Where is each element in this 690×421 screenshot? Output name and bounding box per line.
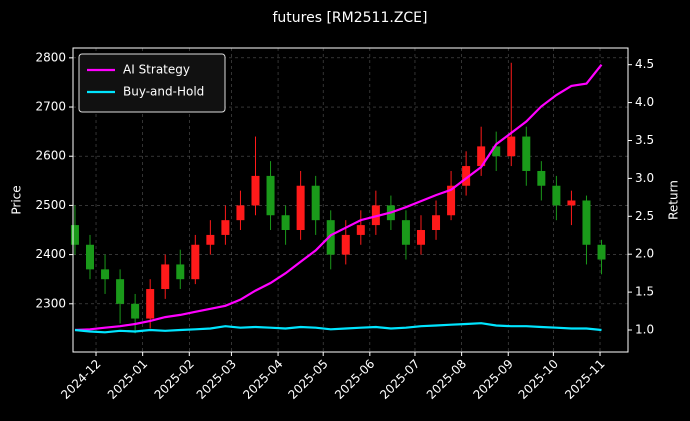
candle-body (281, 215, 290, 231)
y-tick-label: 2600 (35, 149, 66, 163)
candle-body (86, 244, 95, 270)
candle-body (101, 269, 110, 280)
y2-tick-label: 4.5 (635, 57, 654, 71)
candle-body (462, 166, 471, 186)
y2-tick-label: 1.5 (635, 285, 654, 299)
y-tick-label: 2300 (35, 296, 66, 310)
candle-body (296, 185, 305, 231)
y2-tick-label: 2.5 (635, 209, 654, 223)
y-axis-label: Price (10, 185, 24, 214)
y-tick-label: 2800 (35, 50, 66, 64)
y2-axis-label: Return (667, 180, 681, 220)
candle-body (161, 264, 170, 290)
return-line (74, 322, 602, 334)
candle-body (522, 136, 531, 171)
candle-body (597, 244, 606, 260)
candle-body (582, 200, 591, 245)
candle-body (311, 185, 320, 221)
legend-label: Buy-and-Hold (123, 85, 204, 99)
y2-tick-label: 1.0 (635, 323, 654, 337)
candle-body (176, 264, 185, 280)
candle-body (251, 175, 260, 206)
candle-body (537, 170, 546, 186)
candle-body (477, 146, 486, 167)
legend-label: AI Strategy (123, 63, 190, 77)
legend-box (78, 53, 226, 113)
candle-body (131, 303, 140, 319)
candle-body (266, 175, 275, 216)
y2-tick-label: 3.5 (635, 133, 654, 147)
plot-frame (72, 47, 629, 353)
y-tick-label: 2400 (35, 247, 66, 261)
candle-body (492, 146, 501, 157)
candle-body (191, 244, 200, 280)
return-line (74, 64, 603, 332)
candle-body (552, 185, 561, 206)
candle-body (356, 225, 365, 235)
candle-body (236, 205, 245, 221)
candle-body (326, 220, 335, 255)
candle-body (146, 289, 155, 319)
candle-body (416, 230, 425, 245)
candle-body (447, 185, 456, 216)
candle-body (341, 234, 350, 255)
y-tick-label: 2700 (35, 100, 66, 114)
y-tick-label: 2500 (35, 198, 66, 212)
candle-body (70, 225, 79, 245)
candle-body (206, 234, 215, 245)
legend: AI Strategy Buy-and-Hold (78, 53, 226, 113)
y2-tick-label: 2.0 (635, 247, 654, 261)
candle-body (116, 279, 125, 304)
candle-body (432, 215, 441, 231)
candle-body (221, 220, 230, 235)
y2-tick-label: 3.0 (635, 171, 654, 185)
chart-title: futures [RM2511.ZCE] (273, 10, 428, 26)
candle-body (401, 220, 410, 245)
candle-body (567, 200, 576, 206)
y2-tick-label: 4.0 (635, 95, 654, 109)
candle-body (507, 136, 516, 157)
